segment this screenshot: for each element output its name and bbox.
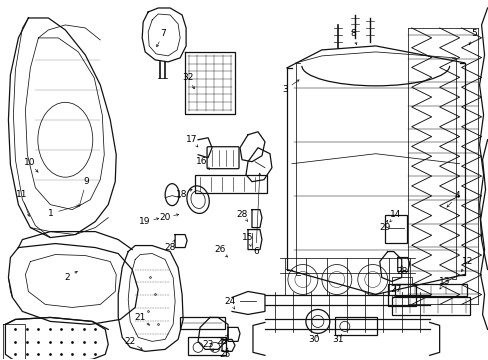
Text: 32: 32 [182,73,193,82]
Bar [394,284,466,297]
Text: 31: 31 [331,335,343,344]
Text: 24: 24 [224,297,235,306]
Text: 16: 16 [196,157,207,166]
Text: 17: 17 [186,135,198,144]
Text: 25: 25 [219,350,230,359]
Text: 18: 18 [176,190,187,199]
Text: 11: 11 [16,190,27,199]
Text: 19: 19 [139,217,151,226]
Bar [195,175,266,193]
Text: 26: 26 [214,245,225,254]
Text: 28: 28 [395,267,407,276]
Bar [384,215,406,243]
Bar [334,318,376,336]
Text: 21: 21 [134,313,145,322]
Text: 5: 5 [471,30,476,39]
Bar [180,318,224,329]
Text: 3: 3 [282,85,287,94]
Text: 14: 14 [389,210,401,219]
Text: 7: 7 [160,30,166,39]
Text: 8: 8 [349,30,355,39]
Text: 10: 10 [23,158,35,167]
Bar [391,297,468,315]
Text: 15: 15 [242,233,253,242]
Text: 30: 30 [307,335,319,344]
Text: 27: 27 [389,285,401,294]
Text: 23: 23 [202,340,213,349]
Bar [188,337,225,355]
Text: 1: 1 [47,209,53,218]
Text: 22: 22 [124,337,136,346]
Bar [387,284,415,306]
Text: 6: 6 [253,247,258,256]
Text: 29: 29 [378,223,389,232]
Text: 28: 28 [164,243,176,252]
Text: 2: 2 [64,273,70,282]
Text: 13: 13 [438,277,449,286]
Text: 12: 12 [461,257,472,266]
Text: 4: 4 [454,191,460,200]
Text: 28: 28 [216,337,227,346]
Text: 20: 20 [159,213,170,222]
Text: 9: 9 [83,177,89,186]
Text: 28: 28 [236,210,247,219]
